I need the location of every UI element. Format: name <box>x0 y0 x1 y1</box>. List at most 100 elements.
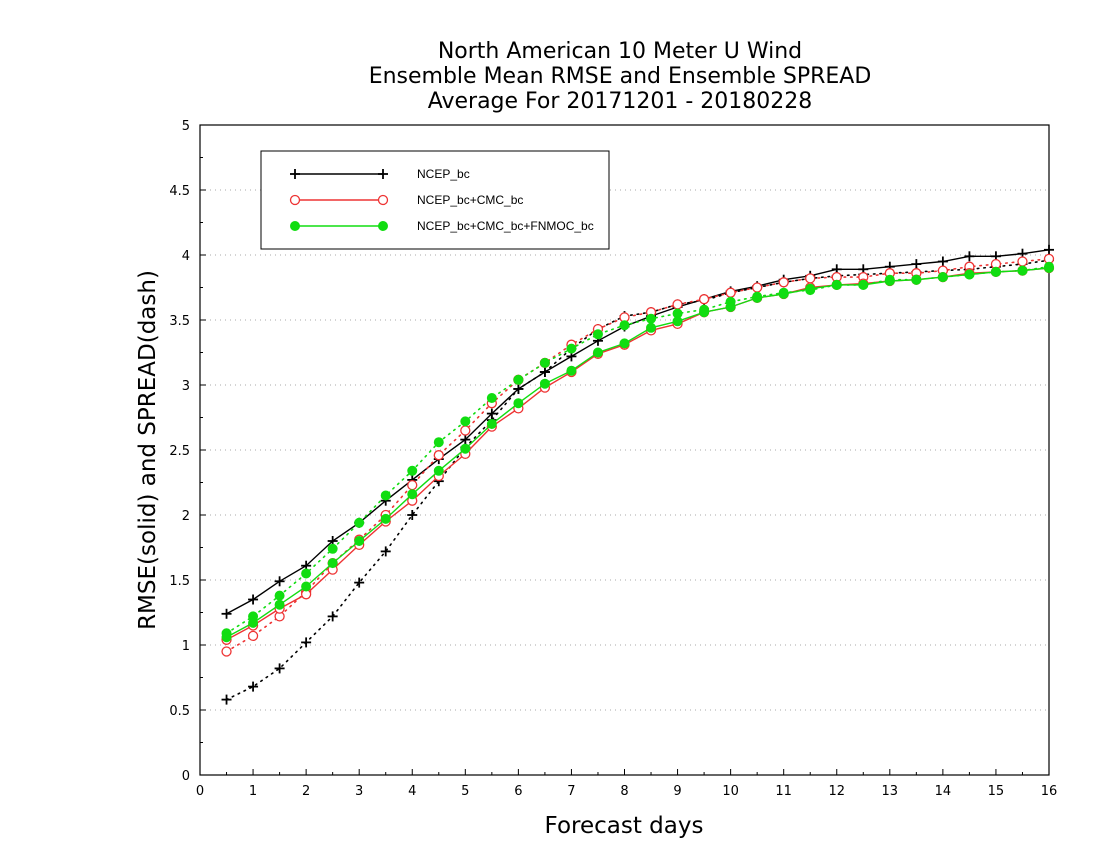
x-axis: 0 1 2 3 4 5 6 7 8 9 10 11 12 13 14 15 16 <box>196 769 1057 799</box>
spread-point <box>513 374 524 385</box>
rmse-line <box>226 249 1050 615</box>
rmse-point <box>672 316 683 327</box>
rmse-point <box>460 434 471 445</box>
spread-point <box>327 543 338 554</box>
rmse-point <box>513 383 524 394</box>
y-tick-label: 3 <box>182 379 190 394</box>
rmse-point <box>752 292 763 303</box>
rmse-point <box>221 632 232 643</box>
x-tick-label: 10 <box>722 784 739 799</box>
spread-point <box>247 630 259 642</box>
spread-point <box>327 611 338 622</box>
spread-point <box>460 425 471 436</box>
x-tick-label: 4 <box>408 784 416 799</box>
rmse-point <box>486 408 497 419</box>
spread-point <box>646 313 657 324</box>
rmse-point <box>1044 263 1054 273</box>
x-tick-label: 5 <box>461 784 469 799</box>
rmse-point <box>1017 265 1028 276</box>
spread-point <box>672 299 683 310</box>
y-tick-label: 1.5 <box>169 574 190 589</box>
rmse-point <box>778 289 789 299</box>
legend-marker <box>378 221 388 231</box>
y-tick-label: 1 <box>182 639 190 654</box>
x-tick-label: 9 <box>673 784 681 799</box>
y-tick-label: 4 <box>182 249 190 264</box>
spread-point <box>221 694 232 705</box>
legend-marker <box>290 169 300 179</box>
spread-point <box>301 637 312 648</box>
rmse-point <box>858 279 869 290</box>
x-tick-label: 11 <box>775 784 792 799</box>
x-tick-label: 14 <box>935 784 952 799</box>
title-line-1: North American 10 Meter U Wind <box>438 39 802 64</box>
spread-point <box>380 546 391 557</box>
title-line-3: Average For 20171201 - 20180228 <box>428 89 813 114</box>
legend-entry: NCEP_bc <box>290 167 470 181</box>
y-tick-label: 2 <box>182 509 190 524</box>
rmse-point <box>539 367 550 377</box>
spread-point <box>778 277 789 288</box>
rmse-point <box>937 256 948 267</box>
spread-point <box>539 357 550 368</box>
x-tick-label: 8 <box>620 784 628 799</box>
rmse-point <box>911 259 922 270</box>
rmse-point <box>539 378 550 389</box>
rmse-point <box>380 513 391 524</box>
rmse-point <box>990 266 1001 277</box>
rmse-point <box>248 617 259 628</box>
rmse-point <box>221 608 232 619</box>
legend: NCEP_bc NCEP_bc+CMC_bc NCEP_bc+CMC_bc+FNMO… <box>260 150 610 250</box>
x-tick-label: 13 <box>882 784 899 799</box>
legend-entry: NCEP_bc+CMC_bc+FNMOC_bc <box>290 219 594 233</box>
spread-point <box>354 577 365 588</box>
spread-point <box>725 287 736 298</box>
y-tick-label: 4.5 <box>169 184 190 199</box>
legend-label: NCEP_bc+CMC_bc <box>417 193 523 207</box>
rmse-point <box>911 274 922 285</box>
rmse-point <box>274 599 285 610</box>
spread-point <box>805 273 816 284</box>
spread-line <box>225 259 1050 701</box>
chart-title: North American 10 Meter U Wind Ensemble … <box>369 39 872 114</box>
y-axis-label: RMSE(solid) and SPREAD(dash) <box>135 270 161 630</box>
rmse-line <box>226 267 1050 638</box>
y-tick-label: 0.5 <box>169 704 190 719</box>
spread-point <box>274 590 285 601</box>
rmse-point <box>699 307 710 318</box>
rmse-point <box>1044 244 1054 255</box>
legend-marker <box>289 194 301 206</box>
x-tick-label: 1 <box>249 784 257 799</box>
spread-point <box>301 568 312 579</box>
x-tick-label: 2 <box>302 784 310 799</box>
spread-point <box>354 517 365 528</box>
spread-point <box>698 294 710 305</box>
spread-point <box>566 343 577 354</box>
x-tick-label: 7 <box>567 784 575 799</box>
spread-point <box>380 490 391 501</box>
rmse-point <box>964 251 975 262</box>
spread-line <box>225 258 1050 653</box>
x-tick-label: 15 <box>988 784 1005 799</box>
spread-point <box>221 646 232 657</box>
legend-marker <box>290 221 300 231</box>
x-tick-label: 3 <box>355 784 363 799</box>
spread-point <box>407 465 418 476</box>
rmse-point <box>566 365 577 376</box>
legend-label: NCEP_bc <box>417 167 470 181</box>
legend-marker <box>378 169 388 179</box>
spread-point <box>592 329 603 340</box>
rmse-point <box>831 279 842 290</box>
x-tick-label: 12 <box>828 784 845 799</box>
rmse-point <box>592 347 603 358</box>
rmse-point <box>460 443 471 454</box>
rmse-point <box>937 272 948 283</box>
rmse-point <box>433 465 444 476</box>
rmse-point <box>805 283 816 294</box>
spread-point <box>407 510 418 520</box>
series-0 <box>221 244 1054 705</box>
rmse-point <box>513 398 524 409</box>
rmse-point <box>407 489 418 500</box>
spread-point <box>752 282 763 293</box>
